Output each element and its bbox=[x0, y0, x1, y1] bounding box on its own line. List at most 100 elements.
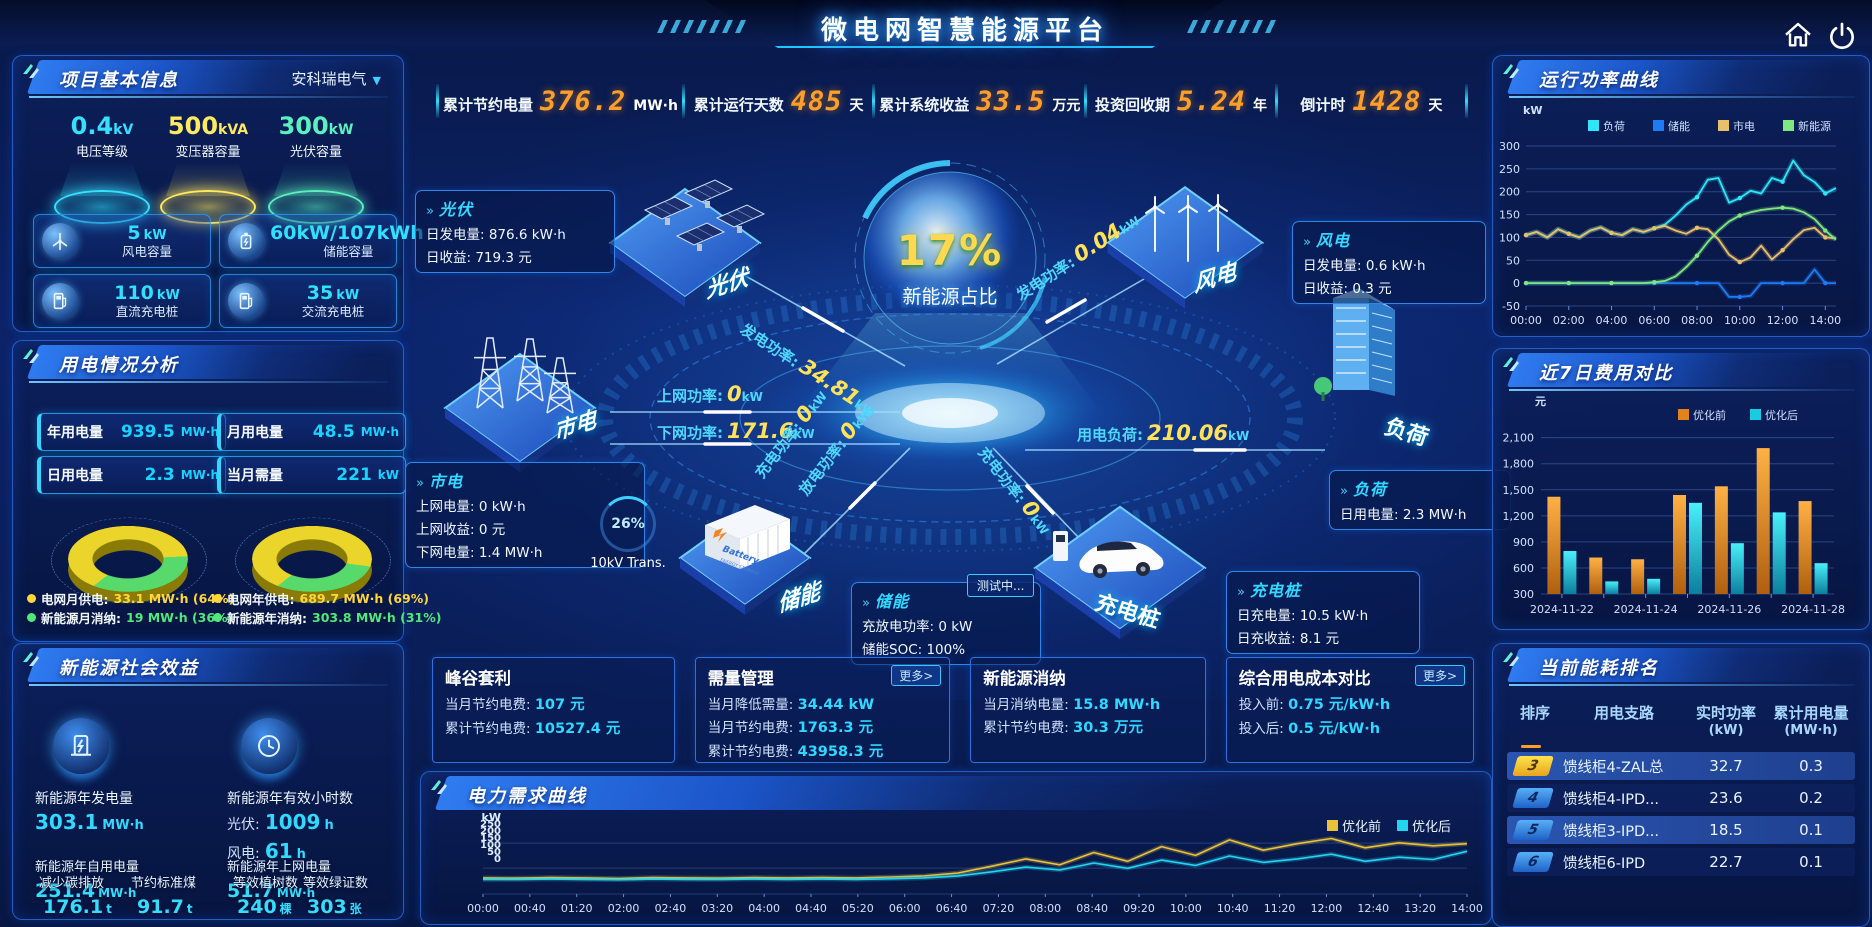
panel-corner-icon bbox=[23, 64, 39, 78]
battery-icon bbox=[228, 223, 264, 259]
svg-text:12:40: 12:40 bbox=[1357, 902, 1389, 915]
benefit-overlap-value: 176.1 t bbox=[43, 896, 112, 918]
panel-corner-icon bbox=[431, 780, 447, 794]
svg-text:06:00: 06:00 bbox=[1638, 314, 1670, 327]
svg-text:10:00: 10:00 bbox=[1170, 902, 1202, 915]
dc-charger-icon bbox=[42, 283, 78, 319]
panel-title: 项目基本信息 bbox=[59, 70, 179, 91]
demand-y-axis-glitched: kW 250 200 150 100 50 0 bbox=[480, 811, 501, 865]
svg-text:08:00: 08:00 bbox=[1681, 314, 1713, 327]
kpi-label: 投资回收期 bbox=[1094, 95, 1170, 114]
svg-text:11:20: 11:20 bbox=[1264, 902, 1296, 915]
callout-充电桩: » 充电桩 日充电量: 10.5 kW·h 日充收益: 8.1 元 bbox=[1226, 571, 1420, 654]
power-icon[interactable] bbox=[1826, 20, 1858, 52]
kpi-unit: 年 bbox=[1253, 97, 1268, 114]
hours-clock-icon bbox=[241, 718, 297, 774]
table-row[interactable]: 6 馈线柜6-IPD 22.7 0.1 bbox=[1507, 848, 1855, 876]
kpi-item: 倒计时 1428 天 bbox=[1282, 86, 1461, 117]
demand-chart: 00:00 00:40 01:20 02:00 02:40 03:20 04:00 04:40… bbox=[421, 810, 1491, 926]
svg-text:优化后: 优化后 bbox=[1765, 408, 1798, 422]
svg-text:100: 100 bbox=[1499, 231, 1520, 244]
capacity-card: 60kW/107kWh 储能容量 bbox=[219, 214, 424, 268]
ranking-header-cell: 排序 bbox=[1519, 704, 1550, 722]
benefit-overlap-value: 240 棵 bbox=[237, 896, 292, 918]
scroll-indicator bbox=[1521, 745, 1541, 748]
ac-charger-icon bbox=[228, 283, 264, 319]
callout-风电: » 风电 日发电量: 0.6 kW·h 日收益: 0.3 元 bbox=[1292, 221, 1486, 304]
panel-title: 当前能耗排名 bbox=[1539, 658, 1659, 679]
benefit-overlap-value: 91.7 t bbox=[137, 896, 193, 918]
svg-text:1,800: 1,800 bbox=[1503, 458, 1535, 471]
transformer-indicator: 26% 10kV Trans. bbox=[573, 496, 683, 571]
table-row[interactable]: 3 馈线柜4-ZAL总 32.7 0.3 bbox=[1507, 752, 1855, 780]
svg-text:06:00: 06:00 bbox=[889, 902, 921, 915]
svg-text:00:40: 00:40 bbox=[514, 902, 546, 915]
capacity-pedestal: 500kVA 变压器容量 bbox=[149, 112, 267, 224]
legend-item: 优化前 bbox=[1326, 816, 1381, 835]
svg-text:优化前: 优化前 bbox=[1693, 408, 1726, 422]
svg-text:2024-11-28: 2024-11-28 bbox=[1781, 603, 1845, 616]
flow-label: 用电负荷: 210.06kW bbox=[1077, 421, 1250, 445]
wind-hours: 风电: 61 h bbox=[227, 839, 306, 863]
panel-title: 运行功率曲线 bbox=[1539, 70, 1659, 91]
strategy-row: 峰谷套利 当月节约电费: 107 元累计节约电费: 10527.4 元需量管理 当月… bbox=[432, 657, 1474, 763]
svg-text:2024-11-26: 2024-11-26 bbox=[1697, 603, 1761, 616]
benefit-label: 新能源年有效小时数 bbox=[227, 791, 353, 807]
home-icon[interactable] bbox=[1782, 20, 1814, 52]
company-select[interactable]: 安科瑞电气 ▼ bbox=[291, 70, 381, 88]
panel-project-info: 项目基本信息 安科瑞电气 ▼ 0.4kV 电压等级 500kVA 变压器容量 30… bbox=[12, 55, 424, 332]
page-title: 微电网智慧能源平台 bbox=[820, 16, 1109, 46]
table-row[interactable]: 5 馈线柜3-IPD... 18.5 0.1 bbox=[1507, 816, 1855, 844]
kpi-item: 投资回收期 5.24 年 bbox=[1091, 86, 1270, 117]
donut-chart bbox=[51, 499, 207, 609]
donut-legend: 电网月供电: 33.1 MW·h (64%) 新能源月消纳: 19 MW·h (36%… bbox=[27, 589, 234, 627]
legend-item: 新能源年消纳: 303.8 MW·h (31%) bbox=[213, 608, 441, 627]
kpi-label: 倒计时 bbox=[1300, 95, 1346, 114]
panel-usage-analysis: 用电情况分析 年用电量 939.5 MW·h 月用电量 48.5 MW·h 日用电量 2.3 M… bbox=[12, 340, 441, 642]
svg-text:04:00: 04:00 bbox=[748, 902, 780, 915]
svg-text:02:00: 02:00 bbox=[1553, 314, 1585, 327]
svg-text:01:20: 01:20 bbox=[561, 902, 593, 915]
callout-市电: » 市电 上网电量: 0 kW·h 上网收益: 0 元下网电量: 1.4 MW·h bbox=[405, 462, 645, 568]
kpi-value: 1428 bbox=[1352, 85, 1422, 117]
capacity-pedestal: 0.4kV 电压等级 bbox=[43, 112, 161, 224]
donut-chart bbox=[235, 499, 391, 609]
panel-title: 新能源社会效益 bbox=[59, 658, 199, 679]
pv-hours: 光伏: 1009 h bbox=[227, 810, 334, 834]
svg-text:14:00: 14:00 bbox=[1451, 902, 1483, 915]
panel-corner-icon bbox=[1503, 652, 1519, 666]
more-button[interactable]: 更多> bbox=[1414, 665, 1465, 686]
svg-text:03:20: 03:20 bbox=[701, 902, 733, 915]
svg-text:新能源: 新能源 bbox=[1798, 119, 1831, 133]
svg-text:900: 900 bbox=[1513, 536, 1534, 549]
ranking-header-cell: 用电支路 bbox=[1593, 704, 1654, 722]
cost-compare-chart: 元优化前 优化后 300 600 900 1,200 1,500 1,800 2,… bbox=[1493, 389, 1869, 631]
panel-cost-compare: 近7日费用对比 元优化前 优化后 300 600 900 1,200 1,500 … bbox=[1492, 348, 1870, 630]
svg-text:08:00: 08:00 bbox=[1029, 902, 1061, 915]
svg-text:1,200: 1,200 bbox=[1503, 510, 1535, 523]
legend-item: 电网月供电: 33.1 MW·h (64%) bbox=[27, 589, 234, 608]
panel-energy-ranking: 当前能耗排名 排序 用电支路 实时功率 (kW) 累计用电量 (MW·h) 3 馈线柜4-Z… bbox=[1492, 643, 1870, 927]
chevron-down-icon: ▼ bbox=[372, 74, 381, 87]
svg-text:0: 0 bbox=[1513, 277, 1520, 290]
kpi-label: 累计运行天数 bbox=[693, 95, 784, 114]
benefit-overlap-label: 减少碳排放 bbox=[39, 876, 105, 891]
svg-text:市电: 市电 bbox=[1733, 119, 1755, 133]
kpi-unit: MW·h bbox=[633, 97, 678, 114]
ranking-header-cell: 实时功率 (kW) bbox=[1695, 704, 1756, 738]
svg-text:10:40: 10:40 bbox=[1217, 902, 1249, 915]
svg-text:07:20: 07:20 bbox=[983, 902, 1015, 915]
benefit-overlap-value: 251.4 MW·h bbox=[35, 880, 137, 902]
strategy-card: 新能源消纳 当月消纳电量: 15.8 MW·h 累计节约电费: 30.3 万元 bbox=[970, 657, 1206, 763]
status-tag: 测试中... bbox=[967, 574, 1035, 597]
panel-title: 电力需求曲线 bbox=[467, 786, 587, 807]
svg-text:04:00: 04:00 bbox=[1596, 314, 1628, 327]
more-button[interactable]: 更多> bbox=[891, 665, 942, 686]
generation-icon bbox=[53, 718, 109, 774]
svg-text:13:20: 13:20 bbox=[1404, 902, 1436, 915]
flow-label: 下网功率: 171.6kW bbox=[657, 419, 815, 443]
panel-demand-curve: 电力需求曲线 kW 250 200 150 100 50 0 优化前 优化后 00:00 00:… bbox=[420, 771, 1492, 925]
table-row[interactable]: 4 馈线柜4-IPD... 23.6 0.2 bbox=[1507, 784, 1855, 812]
center-percentage: 17% bbox=[896, 226, 1004, 275]
